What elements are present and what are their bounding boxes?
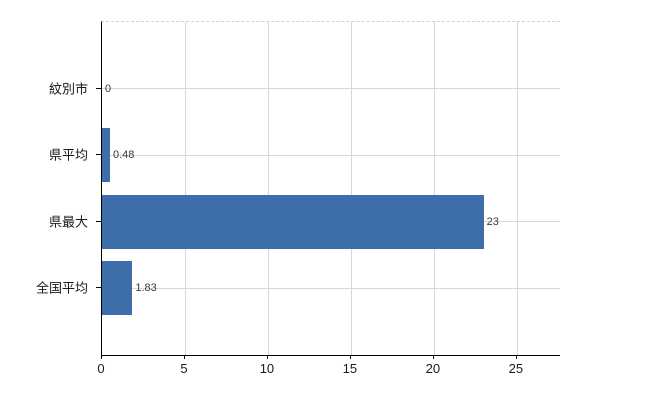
value-label: 23 <box>486 215 499 228</box>
plot-area: 0 0.48 23 1.83 <box>101 21 560 356</box>
x-axis-tick <box>349 355 351 359</box>
x-axis-tick-label: 0 <box>97 361 105 376</box>
category-label-紋別市: 紋別市 <box>48 81 88 97</box>
vertical-gridline <box>184 22 186 355</box>
x-axis-tick <box>266 355 268 359</box>
y-axis-tick <box>96 287 101 289</box>
vertical-gridline <box>516 22 518 355</box>
x-axis-tick <box>183 355 185 359</box>
vertical-gridline <box>267 22 269 355</box>
horizontal-gridline <box>102 154 560 156</box>
horizontal-gridline <box>102 88 560 90</box>
x-axis-tick-label: 20 <box>425 361 441 376</box>
category-label-県最大: 県最大 <box>48 214 88 230</box>
horizontal-gridline <box>102 287 560 289</box>
category-label-県平均: 県平均 <box>48 147 88 163</box>
x-axis-tick <box>432 355 434 359</box>
value-label: 0 <box>105 82 112 95</box>
value-label: 1.83 <box>135 282 157 295</box>
x-axis-tick-label: 5 <box>180 361 188 376</box>
bar-全国平均 <box>102 261 133 316</box>
bar-県平均 <box>102 128 110 183</box>
bar-県最大 <box>102 194 484 249</box>
x-axis-tick <box>101 355 102 359</box>
vertical-gridline <box>433 22 435 355</box>
y-axis-tick <box>96 220 101 222</box>
x-axis-tick-label: 10 <box>259 361 275 376</box>
x-axis-tick <box>515 355 517 359</box>
y-axis-tick <box>96 154 101 156</box>
x-axis-tick-label: 15 <box>342 361 358 376</box>
category-label-全国平均: 全国平均 <box>35 280 88 296</box>
vertical-gridline <box>350 22 352 355</box>
y-axis-tick <box>96 87 101 89</box>
value-label: 0.48 <box>112 149 135 162</box>
x-axis-tick-label: 25 <box>508 361 524 376</box>
